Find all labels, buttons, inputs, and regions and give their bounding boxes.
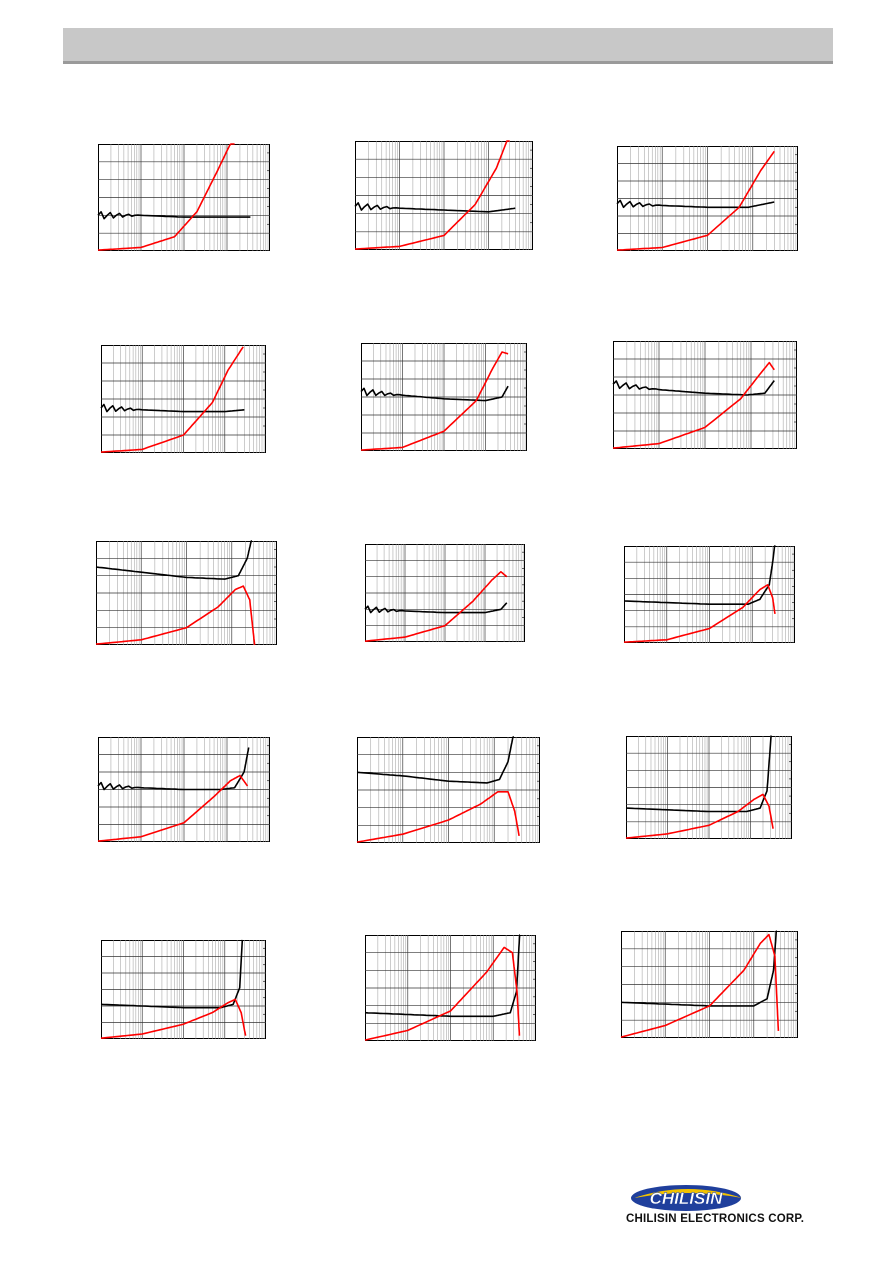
chart-2 <box>354 140 533 250</box>
chart-3 <box>616 146 798 251</box>
series-black-curve <box>100 939 244 1009</box>
chart-svg <box>612 341 797 449</box>
chart-svg <box>95 540 277 646</box>
chart-svg <box>625 735 792 839</box>
series-black-curve <box>97 211 251 220</box>
series-red-curve <box>616 150 775 251</box>
series-red-curve <box>360 351 509 451</box>
series-red-curve <box>364 946 521 1041</box>
chart-15 <box>620 930 798 1038</box>
series-red-curve <box>356 790 520 843</box>
header-underline <box>63 61 833 64</box>
series-red-curve <box>364 570 508 642</box>
chart-11 <box>356 736 540 843</box>
series-black-curve <box>364 602 508 614</box>
chart-svg <box>97 737 270 842</box>
chart-svg <box>364 934 536 1041</box>
logo-text: CHILISIN <box>650 1189 723 1208</box>
series-black-curve <box>95 540 253 580</box>
series-black-curve <box>623 545 777 606</box>
chart-svg <box>356 736 540 843</box>
series-red-curve <box>95 585 256 646</box>
chart-12 <box>625 735 792 839</box>
chart-svg <box>354 140 533 250</box>
series-black-curve <box>364 934 521 1018</box>
series-red-curve <box>612 361 775 449</box>
chart-svg <box>360 343 527 451</box>
series-black-curve <box>360 385 509 402</box>
series-red-curve <box>100 998 247 1039</box>
series-black-curve <box>354 202 516 213</box>
chilisin-logo: CHILISIN <box>628 1178 828 1238</box>
series-black-curve <box>612 380 775 396</box>
series-black-curve <box>620 930 778 1007</box>
chart-14 <box>364 934 536 1041</box>
chart-1 <box>97 143 270 251</box>
series-red-curve <box>625 793 774 839</box>
chart-13 <box>100 939 266 1039</box>
series-black-curve <box>97 747 250 791</box>
chart-4 <box>100 345 266 453</box>
header-bar <box>63 28 833 61</box>
chart-7 <box>95 540 277 646</box>
chart-svg <box>620 930 798 1038</box>
chart-5 <box>360 343 527 451</box>
series-red-curve <box>623 583 776 643</box>
company-name: CHILISIN ELECTRONICS CORP. <box>626 1213 805 1225</box>
series-black-curve <box>616 199 775 209</box>
series-black-curve <box>100 403 245 413</box>
chart-9 <box>623 545 795 643</box>
chart-svg <box>616 146 798 251</box>
chart-svg <box>623 545 795 643</box>
chart-10 <box>97 737 270 842</box>
chart-svg <box>97 143 270 251</box>
chart-svg <box>364 544 525 642</box>
series-red-curve <box>100 346 244 453</box>
series-red-curve <box>620 933 780 1038</box>
series-red-curve <box>97 774 249 842</box>
series-red-curve <box>97 143 235 251</box>
chart-8 <box>364 544 525 642</box>
series-black-curve <box>625 735 772 813</box>
chart-6 <box>612 341 797 449</box>
chart-svg <box>100 345 266 453</box>
chart-svg <box>100 939 266 1039</box>
series-red-curve <box>354 140 510 250</box>
series-black-curve <box>356 736 515 784</box>
